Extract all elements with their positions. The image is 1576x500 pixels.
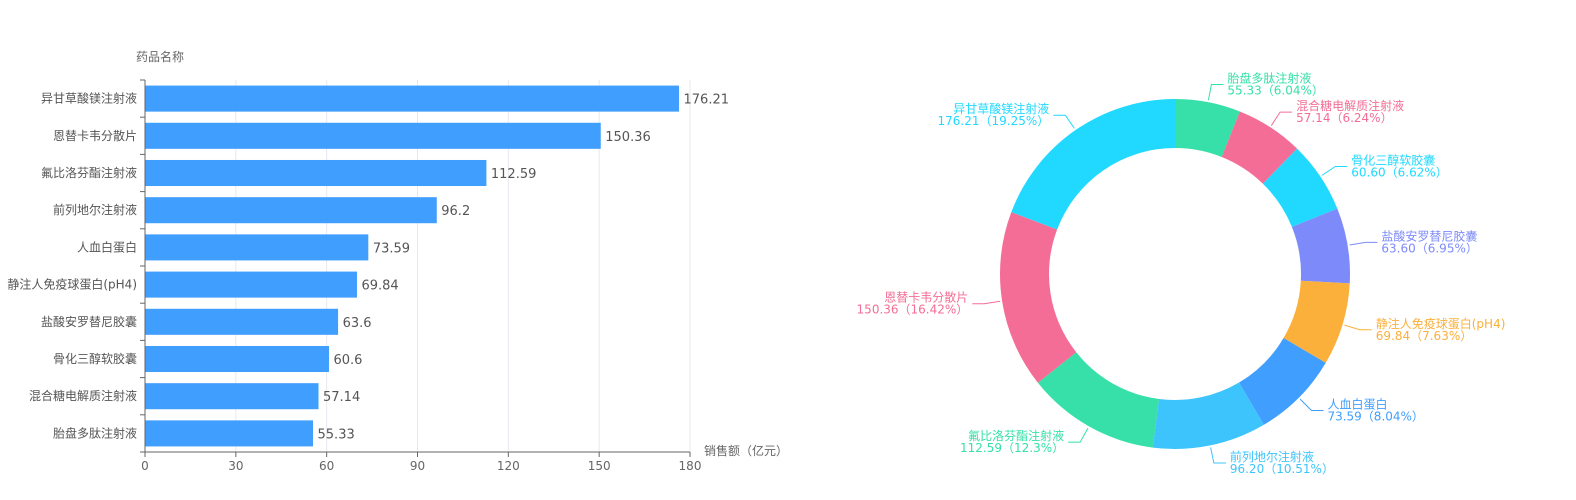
bar [145,345,329,373]
donut-labels: 胎盘多肽注射液55.33（6.04%）混合糖电解质注射液57.14（6.24%）… [857,70,1506,476]
slice-value-label: 150.36（16.42%） [857,303,969,317]
slice-name-label: 胎盘多肽注射液 [1227,70,1311,85]
donut-slice [1291,208,1350,284]
slice-name-label: 异甘草酸镁注射液 [953,101,1049,116]
y-axis-name: 药品名称 [136,49,184,64]
donut-slice [1262,148,1338,227]
bar [145,122,601,149]
category-label: 氟比洛芬酯注射液 [41,165,137,180]
category-label: 骨化三醇软胶囊 [53,351,137,366]
donut-slice [1283,280,1350,363]
bar-value-label: 57.14 [323,390,360,405]
slice-name-label: 前列地尔注射液 [1230,449,1314,464]
slice-value-label: 57.14（6.24%） [1296,111,1392,125]
x-tick-label: 90 [410,459,425,473]
slice-value-label: 69.84（7.63%） [1376,329,1472,343]
slice-value-label: 96.20（10.51%） [1230,462,1334,476]
donut-slice [1000,212,1077,383]
donut-slice [1152,382,1264,449]
bar [145,234,369,261]
bar [145,197,437,224]
category-label: 异甘草酸镁注射液 [41,91,137,106]
slice-name-label: 恩替卡韦分散片 [884,290,968,305]
slice-name-label: 盐酸安罗替尼胶囊 [1381,228,1477,243]
slice-value-label: 63.60（6.95%） [1381,241,1477,255]
bar-value-label: 176.21 [684,93,730,108]
x-axis-name: 销售额（亿元） [704,443,788,458]
x-tick-label: 150 [588,459,611,473]
donut-slice [1175,99,1240,157]
leader-line [1207,83,1224,101]
bar-series [145,85,680,447]
leader-line [1053,114,1075,129]
bar [145,383,319,410]
slice-name-label: 混合糖电解质注射液 [1296,98,1404,113]
donut-slice [1011,99,1175,230]
slice-value-label: 176.21（19.25%） [938,114,1050,128]
bar [145,85,680,112]
slice-value-label: 55.33（6.04%） [1227,83,1323,97]
bar-chart: 药品名称 销售额（亿元） 0 30 60 90 120 150 180 异甘草酸镁注射液恩替… [7,49,788,473]
category-label: 恩替卡韦分散片 [53,128,137,143]
x-tick-label: 120 [497,459,520,473]
bar-value-label: 96.2 [441,204,470,219]
x-tick-label: 30 [228,459,243,473]
bar-value-label: 55.33 [318,427,355,442]
slice-value-label: 73.59（8.04%） [1327,409,1423,423]
donut-chart: 胎盘多肽注射液55.33（6.04%）混合糖电解质注射液57.14（6.24%）… [857,70,1506,476]
slice-name-label: 氟比洛芬酯注射液 [968,428,1064,443]
x-tick-label: 0 [141,459,149,473]
x-tick-label: 60 [319,459,334,473]
donut-slices [1000,99,1350,449]
leader-line [1299,398,1324,411]
bar-ticks: 0 30 60 90 120 150 180 [140,79,702,473]
bar-value-labels: 176.21 150.36 112.59 96.2 73.59 69.84 63.6 60.6… [318,93,729,443]
leader-line [1270,111,1293,126]
bar-value-label: 150.36 [605,130,651,145]
x-tick-label: 180 [679,459,702,473]
leader-line [1321,165,1348,176]
bar [145,420,314,447]
leader-line [1349,241,1378,246]
category-label: 胎盘多肽注射液 [53,425,137,440]
leader-line [1210,447,1226,464]
bar [145,308,339,335]
donut-leader-lines [972,83,1378,464]
category-label: 人血白蛋白 [77,239,137,254]
slice-value-label: 60.60（6.62%） [1351,165,1447,179]
bar [145,159,487,187]
slice-name-label: 人血白蛋白 [1327,396,1387,411]
bar [145,271,357,298]
leader-line [972,300,1001,305]
bar-value-label: 69.84 [361,279,398,294]
bar-categories: 异甘草酸镁注射液恩替卡韦分散片氟比洛芬酯注射液前列地尔注射液人血白蛋白静注人免疫… [7,91,137,441]
bar-value-label: 112.59 [491,167,536,182]
leader-line [1068,427,1089,443]
slice-name-label: 骨化三醇软胶囊 [1351,152,1435,167]
leader-line [1344,324,1372,331]
slice-name-label: 静注人免疫球蛋白(pH4) [1376,316,1506,331]
bar-value-label: 63.6 [343,316,372,331]
bar-value-label: 73.59 [373,241,410,256]
category-label: 静注人免疫球蛋白(pH4) [7,277,137,292]
category-label: 盐酸安罗替尼胶囊 [41,314,137,329]
donut-slice [1239,338,1326,425]
category-label: 混合糖电解质注射液 [29,388,137,403]
category-label: 前列地尔注射液 [53,202,137,217]
bar-value-label: 60.6 [333,353,362,368]
donut-slice [1221,111,1298,184]
slice-value-label: 112.59（12.3%） [960,441,1064,455]
donut-slice [1037,352,1159,448]
